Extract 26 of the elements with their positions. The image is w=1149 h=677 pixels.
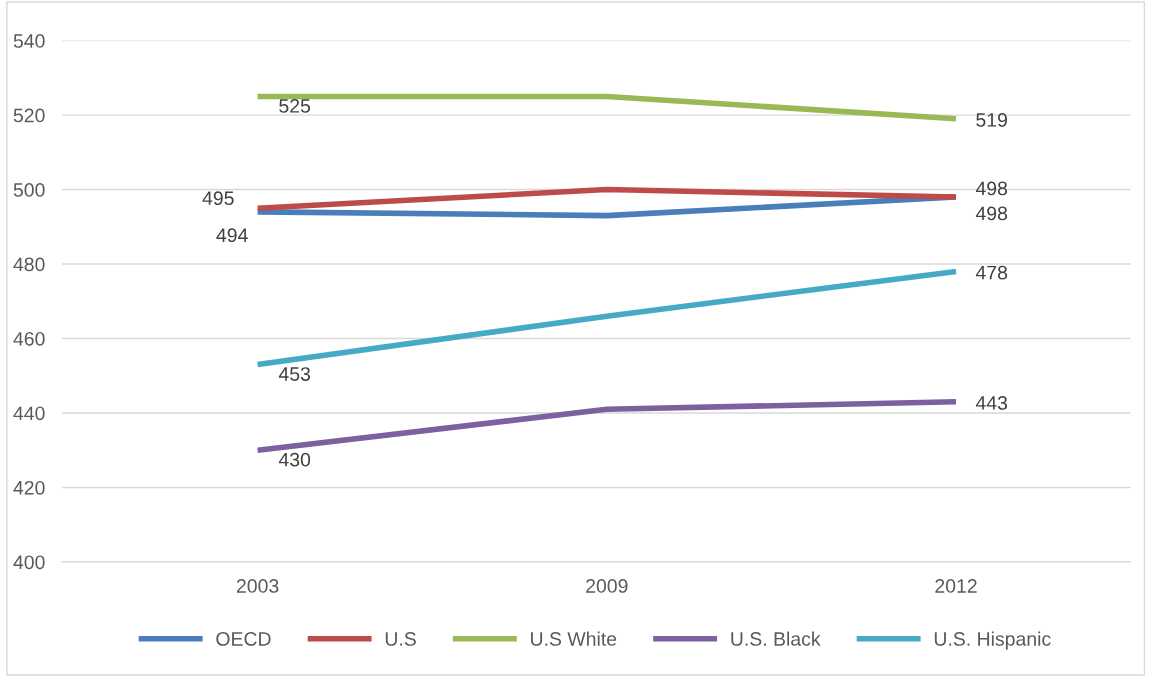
y-tick-label: 540 [13, 34, 45, 48]
data-label: 519 [976, 113, 1007, 127]
legend-label: U.S [385, 632, 416, 646]
data-label: 453 [278, 367, 311, 381]
legend-label: OECD [216, 632, 271, 646]
y-tick-label: 480 [13, 257, 45, 272]
data-label: 525 [279, 99, 311, 113]
data-label: 498 [975, 181, 1008, 196]
data-label: 430 [278, 452, 311, 467]
y-tick-label: 460 [13, 331, 45, 346]
y-tick-label: 440 [13, 406, 45, 421]
legend-label: U.S. Hispanic [934, 631, 1051, 650]
data-label: 498 [975, 206, 1008, 221]
data-label: 494 [216, 228, 248, 243]
y-tick-label: 520 [13, 108, 45, 123]
legend-label: U.S. Black [731, 631, 821, 646]
x-tick-label: 2009 [586, 579, 628, 593]
data-label: 478 [975, 265, 1008, 280]
y-tick-label: 400 [13, 555, 45, 570]
x-tick-label: 2003 [236, 579, 279, 593]
data-label: 443 [975, 396, 1008, 410]
y-tick-label: 420 [13, 480, 45, 495]
legend-label: U.S White [531, 631, 617, 646]
x-tick-label: 2012 [935, 579, 977, 593]
y-tick-label: 500 [13, 183, 45, 197]
data-label: 495 [202, 191, 234, 206]
